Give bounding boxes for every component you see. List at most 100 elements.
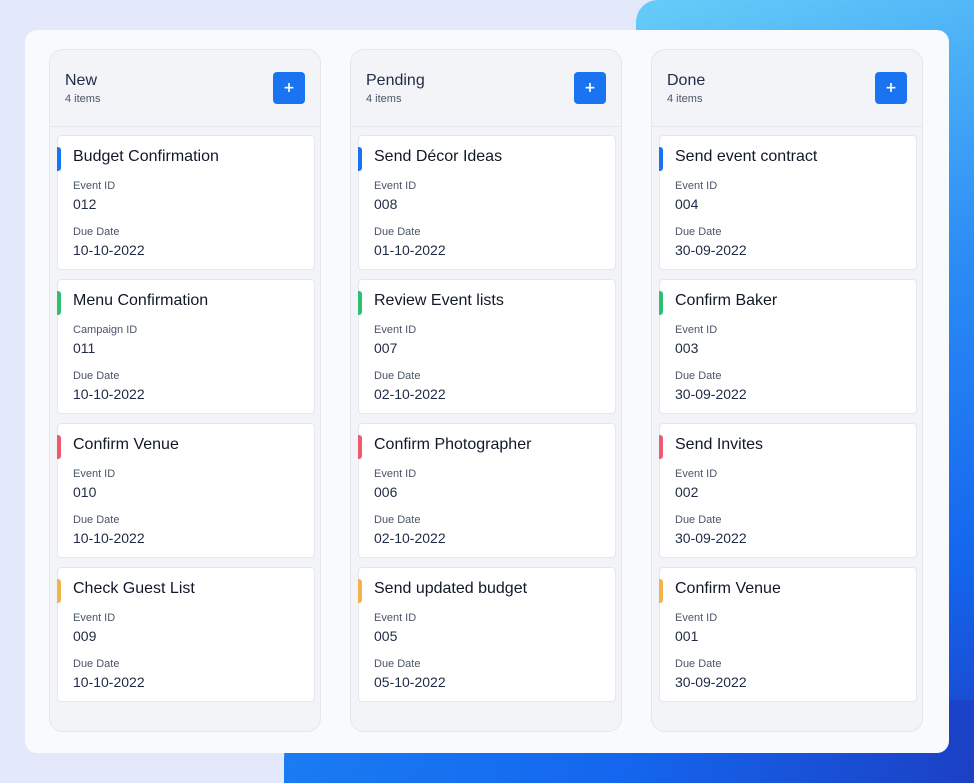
task-card[interactable]: Confirm Baker Event ID 003 Due Date 30-0… [659, 279, 917, 414]
card-id-value: 006 [374, 484, 398, 500]
card-date-label: Due Date [73, 514, 120, 526]
card-accent-bar [57, 147, 61, 171]
card-date-label: Due Date [374, 514, 421, 526]
card-accent-bar [358, 147, 362, 171]
plus-icon: + [283, 80, 295, 96]
card-id-value: 002 [675, 484, 699, 500]
card-date-value: 30-09-2022 [675, 674, 747, 690]
column-title: New [65, 72, 98, 89]
card-date-value: 10-10-2022 [73, 386, 145, 402]
card-date-label: Due Date [675, 658, 722, 670]
card-accent-bar [57, 291, 61, 315]
task-card[interactable]: Send event contract Event ID 004 Due Dat… [659, 135, 917, 270]
column-title: Pending [366, 72, 425, 89]
task-card[interactable]: Confirm Venue Event ID 001 Due Date 30-0… [659, 567, 917, 702]
card-date-value: 10-10-2022 [73, 530, 145, 546]
card-accent-bar [659, 579, 663, 603]
card-id-label: Event ID [675, 468, 718, 480]
card-id-label: Event ID [675, 612, 718, 624]
card-id-value: 007 [374, 340, 398, 356]
card-accent-bar [659, 147, 663, 171]
column-header: New 4 items + [50, 50, 320, 127]
card-title: Send Invites [675, 436, 764, 453]
card-accent-bar [57, 579, 61, 603]
column-title: Done [667, 72, 706, 89]
card-date-label: Due Date [73, 370, 120, 382]
card-accent-bar [57, 435, 61, 459]
card-title: Confirm Venue [73, 436, 179, 453]
card-id-label: Event ID [374, 324, 417, 336]
card-date-value: 30-09-2022 [675, 242, 747, 258]
column-item-count: 4 items [65, 93, 101, 105]
card-title: Menu Confirmation [73, 292, 209, 309]
column-done: Done 4 items + Send event contract Event… [651, 49, 923, 732]
card-id-value: 005 [374, 628, 398, 644]
card-accent-bar [358, 579, 362, 603]
task-card[interactable]: Send updated budget Event ID 005 Due Dat… [358, 567, 616, 702]
task-card[interactable]: Budget Confirmation Event ID 012 Due Dat… [57, 135, 315, 270]
add-card-button[interactable]: + [273, 72, 305, 104]
card-id-value: 011 [73, 340, 96, 356]
card-title: Send event contract [675, 148, 818, 165]
card-id-value: 001 [675, 628, 699, 644]
column-header: Done 4 items + [652, 50, 922, 127]
column-header: Pending 4 items + [351, 50, 621, 127]
column-item-count: 4 items [366, 93, 402, 105]
card-date-label: Due Date [73, 226, 120, 238]
task-card[interactable]: Send Invites Event ID 002 Due Date 30-09… [659, 423, 917, 558]
card-date-label: Due Date [374, 658, 421, 670]
add-card-button[interactable]: + [875, 72, 907, 104]
kanban-board: New 4 items + Budget Confirmation Event … [25, 30, 949, 753]
card-date-value: 01-10-2022 [374, 242, 446, 258]
card-id-label: Event ID [73, 612, 116, 624]
card-id-label: Event ID [73, 180, 116, 192]
card-title: Confirm Photographer [374, 436, 532, 453]
card-id-value: 010 [73, 484, 97, 500]
card-title: Send updated budget [374, 580, 528, 597]
plus-icon: + [584, 80, 596, 96]
card-title: Check Guest List [73, 580, 195, 597]
task-card[interactable]: Check Guest List Event ID 009 Due Date 1… [57, 567, 315, 702]
card-date-value: 02-10-2022 [374, 530, 446, 546]
card-date-value: 02-10-2022 [374, 386, 446, 402]
card-id-value: 009 [73, 628, 97, 644]
add-card-button[interactable]: + [574, 72, 606, 104]
card-date-label: Due Date [73, 658, 120, 670]
card-title: Send Décor Ideas [374, 148, 503, 165]
card-date-value: 10-10-2022 [73, 674, 145, 690]
card-accent-bar [659, 291, 663, 315]
card-id-label: Event ID [374, 612, 417, 624]
card-title: Budget Confirmation [73, 148, 219, 165]
task-card[interactable]: Menu Confirmation Campaign ID 011 Due Da… [57, 279, 315, 414]
column-pending: Pending 4 items + Send Décor Ideas Event… [350, 49, 622, 732]
card-id-label: Event ID [374, 468, 417, 480]
column-new: New 4 items + Budget Confirmation Event … [49, 49, 321, 732]
card-title: Review Event lists [374, 292, 504, 309]
task-card[interactable]: Send Décor Ideas Event ID 008 Due Date 0… [358, 135, 616, 270]
task-card[interactable]: Confirm Photographer Event ID 006 Due Da… [358, 423, 616, 558]
task-card[interactable]: Review Event lists Event ID 007 Due Date… [358, 279, 616, 414]
card-accent-bar [358, 291, 362, 315]
plus-icon: + [885, 80, 897, 96]
card-id-label: Event ID [675, 180, 718, 192]
card-id-value: 008 [374, 196, 398, 212]
card-id-value: 004 [675, 196, 699, 212]
card-id-label: Campaign ID [73, 324, 138, 336]
card-date-value: 30-09-2022 [675, 386, 747, 402]
card-date-label: Due Date [675, 226, 722, 238]
column-item-count: 4 items [667, 93, 703, 105]
card-accent-bar [358, 435, 362, 459]
card-date-label: Due Date [374, 226, 421, 238]
card-date-label: Due Date [374, 370, 421, 382]
card-accent-bar [659, 435, 663, 459]
card-id-label: Event ID [73, 468, 116, 480]
card-date-label: Due Date [675, 514, 722, 526]
card-title: Confirm Baker [675, 292, 778, 309]
card-date-label: Due Date [675, 370, 722, 382]
task-card[interactable]: Confirm Venue Event ID 010 Due Date 10-1… [57, 423, 315, 558]
card-title: Confirm Venue [675, 580, 781, 597]
card-id-label: Event ID [675, 324, 718, 336]
card-id-value: 012 [73, 196, 97, 212]
card-date-value: 30-09-2022 [675, 530, 747, 546]
card-id-value: 003 [675, 340, 699, 356]
